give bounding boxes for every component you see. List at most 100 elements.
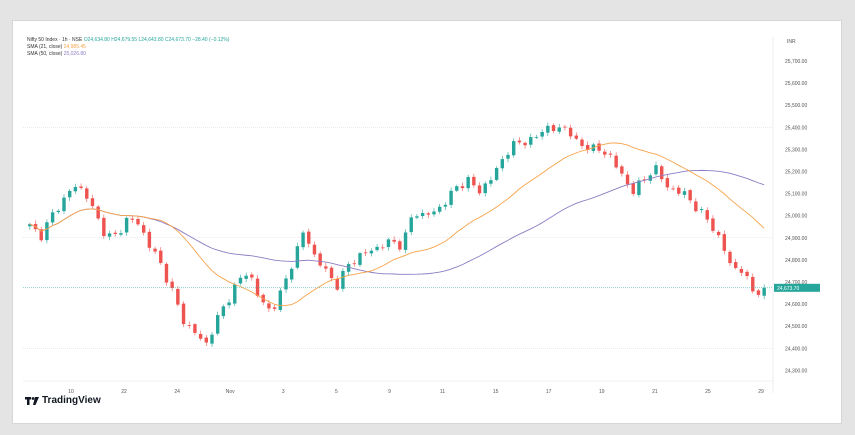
candle-body	[159, 250, 163, 263]
candle-body	[67, 190, 72, 198]
price-chart[interactable]: INR 25,700.00 25,600.00 25,500.00 25,400.00 2…	[13, 21, 841, 423]
candle-body	[614, 155, 618, 168]
candle-body	[437, 206, 442, 212]
candle-body	[523, 142, 527, 146]
candle-body	[147, 231, 152, 248]
candle-body	[426, 213, 431, 215]
candle-body	[608, 153, 613, 155]
candle-body	[164, 263, 169, 283]
candle-body	[739, 268, 744, 273]
candle-body	[699, 209, 704, 211]
candle-body	[659, 166, 664, 180]
candle-body	[187, 325, 191, 326]
chart-legend: Nifty 50 Index · 1h · NSE O24,634.80 H24…	[27, 37, 229, 58]
y-tick-label: 24,900.00	[785, 236, 807, 242]
candle-body	[688, 190, 692, 201]
candle-body	[631, 183, 635, 194]
candle-body	[517, 140, 522, 143]
tradingview-logo[interactable]: TradingView	[25, 395, 101, 406]
candle-body	[346, 264, 351, 272]
candle-body	[745, 271, 749, 277]
y-tick-label: 25,000.00	[785, 214, 807, 220]
legend-low: L24,643.80	[138, 37, 164, 43]
candle-body	[233, 284, 237, 304]
candle-body	[307, 231, 311, 244]
candle-body	[176, 288, 180, 305]
candle-body	[318, 253, 322, 266]
candle-body	[625, 174, 630, 185]
candle-body	[637, 180, 641, 196]
candle-body	[358, 253, 362, 265]
x-tick-label: 22	[121, 389, 127, 395]
sma21-line	[29, 142, 765, 307]
candle-body	[363, 252, 368, 254]
x-tick-label: 19	[599, 389, 605, 395]
candle-body	[312, 244, 317, 255]
x-tick-label: 10	[68, 389, 74, 395]
candle-body	[244, 275, 248, 279]
candle-body	[751, 276, 755, 292]
candle-body	[267, 303, 271, 309]
legend-high: H24,679.55	[111, 37, 138, 43]
x-tick-label: 24	[174, 389, 180, 395]
candle-body	[580, 139, 584, 146]
x-tick-label: Nov	[226, 389, 235, 395]
candle-body	[449, 190, 453, 205]
candle-body	[289, 268, 294, 280]
candle-body	[722, 234, 727, 251]
candle-body	[733, 262, 738, 268]
candle-body	[238, 277, 243, 284]
candle-body	[415, 216, 419, 218]
candle-body	[107, 233, 112, 237]
candle-body	[455, 186, 459, 191]
x-tick-label: 21	[652, 389, 658, 395]
y-tick-label: 25,300.00	[785, 147, 807, 153]
candle-body	[483, 183, 487, 194]
candle-body	[506, 154, 510, 159]
candle-body	[181, 303, 186, 325]
y-tick-label: 24,300.00	[785, 368, 807, 374]
candle-body	[28, 224, 32, 227]
candle-body	[352, 263, 357, 265]
candle-body	[392, 239, 396, 242]
y-tick-label: 25,200.00	[785, 170, 807, 176]
candle-body	[324, 266, 328, 269]
x-tick-label: 17	[546, 389, 552, 395]
sma50-value: 25,026.80	[63, 51, 86, 57]
candle-body	[494, 167, 499, 180]
candle-body	[153, 248, 157, 252]
candle-body	[56, 210, 61, 213]
candle-body	[551, 125, 556, 132]
legend-change: −28.40 (−0.12%)	[192, 37, 230, 43]
candle-body	[329, 267, 334, 279]
candle-body	[728, 251, 732, 264]
candle-body	[489, 180, 493, 184]
candle-body	[204, 337, 209, 343]
candle-body	[398, 241, 402, 250]
candle-body	[540, 131, 544, 137]
x-tick-label: 11	[440, 389, 445, 395]
candle-body	[716, 231, 721, 236]
candle-body	[563, 126, 567, 128]
candle-body	[477, 185, 482, 194]
y-tick-label: 25,100.00	[785, 192, 807, 198]
candle-body	[62, 197, 66, 212]
brand-name: TradingView	[42, 395, 101, 406]
candle-body	[136, 218, 140, 225]
sma21-label[interactable]: SMA (21, close)	[27, 44, 63, 50]
y-tick-label: 24,400.00	[785, 346, 807, 352]
candle-body	[574, 135, 579, 139]
candle-body	[529, 137, 533, 145]
candle-body	[432, 211, 436, 215]
candle-body	[654, 165, 658, 175]
y-tick-label: 24,800.00	[785, 258, 807, 264]
candle-body	[73, 186, 78, 192]
candle-body	[198, 333, 203, 339]
sma50-label[interactable]: SMA (50, close)	[27, 51, 63, 57]
candle-body	[711, 218, 715, 231]
candle-body	[141, 225, 146, 233]
candle-body	[682, 191, 687, 195]
sma21-value: 24,985.45	[63, 44, 86, 50]
candle-body	[284, 278, 288, 290]
candle-body	[705, 210, 709, 220]
